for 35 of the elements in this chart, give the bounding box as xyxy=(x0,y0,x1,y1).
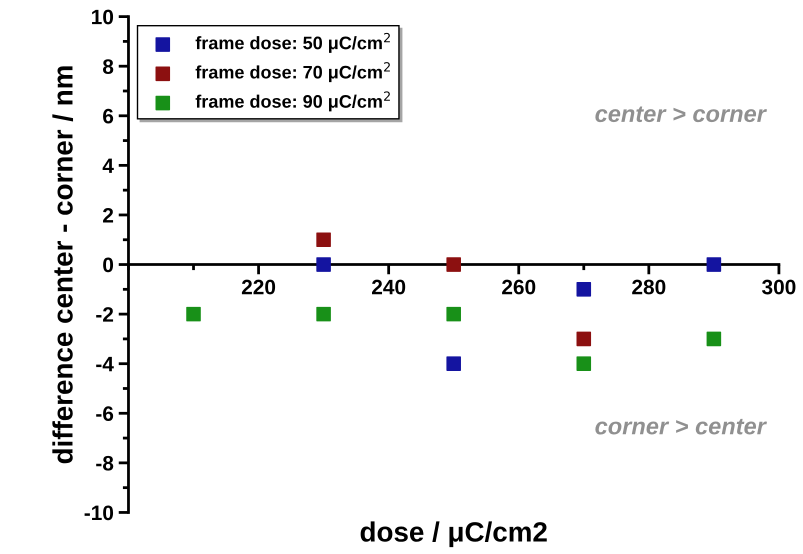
legend-label: frame dose: 90 μC/cm$^{2}$ xyxy=(196,91,390,112)
y-tick-label: 2 xyxy=(103,208,114,222)
point xyxy=(316,306,331,322)
annotation: center > corner xyxy=(595,106,767,122)
x-tick-label: 280 xyxy=(632,280,666,294)
y-tick-label: 0 xyxy=(103,258,114,272)
x-tick-label: 220 xyxy=(242,280,276,294)
x-axis-title: dose / μC/cm2 xyxy=(360,521,547,548)
point xyxy=(446,257,461,272)
point xyxy=(316,232,331,248)
point xyxy=(316,257,331,272)
y-tick-label: 6 xyxy=(103,108,114,124)
x-tick-label: 300 xyxy=(762,280,796,294)
point xyxy=(706,257,722,272)
x-tick-label: 240 xyxy=(372,280,406,294)
y-axis-title: difference center - corner / nm xyxy=(52,66,74,464)
y-tick-label: -4 xyxy=(96,356,114,372)
y-tick-label: 10 xyxy=(92,10,114,24)
point xyxy=(576,332,592,346)
y-tick-label: 8 xyxy=(102,59,114,74)
point xyxy=(186,306,201,322)
y-tick-label: -2 xyxy=(96,307,114,322)
y-tick-label: -8 xyxy=(96,456,114,471)
annotation: corner > center xyxy=(595,418,767,434)
y-tick-label: 4 xyxy=(102,158,114,173)
point xyxy=(576,282,592,297)
point xyxy=(446,356,461,371)
point xyxy=(576,356,592,371)
point xyxy=(446,306,461,322)
y-tick-label: -6 xyxy=(96,406,114,422)
y-tick-label: -10 xyxy=(84,505,114,520)
legend-label: frame dose: 70 μC/cm$^{2}$ xyxy=(196,62,390,82)
x-tick-label: 260 xyxy=(502,280,536,294)
point xyxy=(706,332,722,346)
legend-label: frame dose: 50 μC/cm$^{2}$ xyxy=(196,32,390,53)
